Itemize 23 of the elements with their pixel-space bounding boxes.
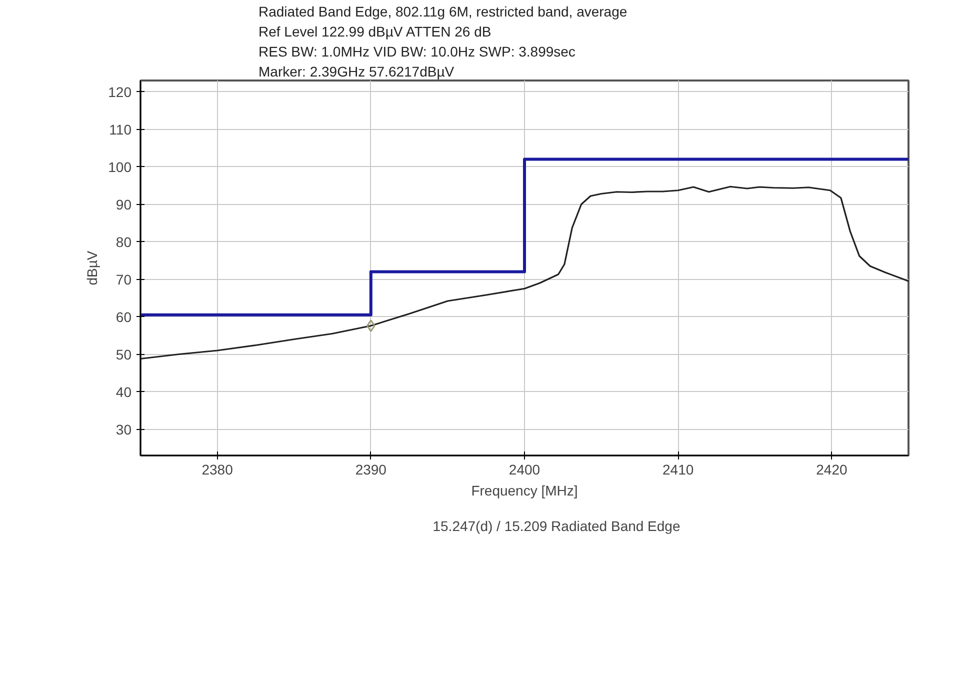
y-tick-label: 110 (109, 121, 132, 138)
x-tick-label: 2390 (355, 462, 387, 478)
x-axis-title: Frequency [MHz] (471, 482, 578, 498)
x-tick-label: 2400 (508, 462, 540, 478)
text: Radiated Band Edge, 802.11g 6M, restricted band, average (258, 4, 628, 20)
y-tick-label: 40 (116, 384, 132, 400)
x-tick-label: 2380 (202, 462, 234, 478)
text: Ref Level 122.99 dBµV ATTEN 26 dB (258, 24, 492, 40)
y-tick-label: 70 (116, 271, 132, 288)
y-tick-label: 120 (108, 84, 132, 100)
text: RES BW: 1.0MHz VID BW: 10.0Hz SWP: 3.899sec (258, 44, 576, 60)
y-tick-label: 60 (116, 308, 132, 325)
text: 15.247(d) / 15.209 Radiated Band Edge (432, 518, 680, 534)
line-series (140, 186, 908, 360)
y-tick-label: 50 (116, 346, 132, 362)
y-tick-label: 100 (108, 158, 132, 175)
y-tick-label: 90 (116, 196, 132, 212)
y-tick-label: 30 (116, 421, 132, 438)
y-tick-label: 80 (116, 234, 132, 250)
y-axis-title: dBµV (84, 250, 100, 286)
x-tick-label: 2410 (662, 462, 694, 478)
x-tick-label: 2420 (816, 462, 848, 478)
text: Marker: 2.39GHz 57.6217dBµV (258, 64, 455, 80)
